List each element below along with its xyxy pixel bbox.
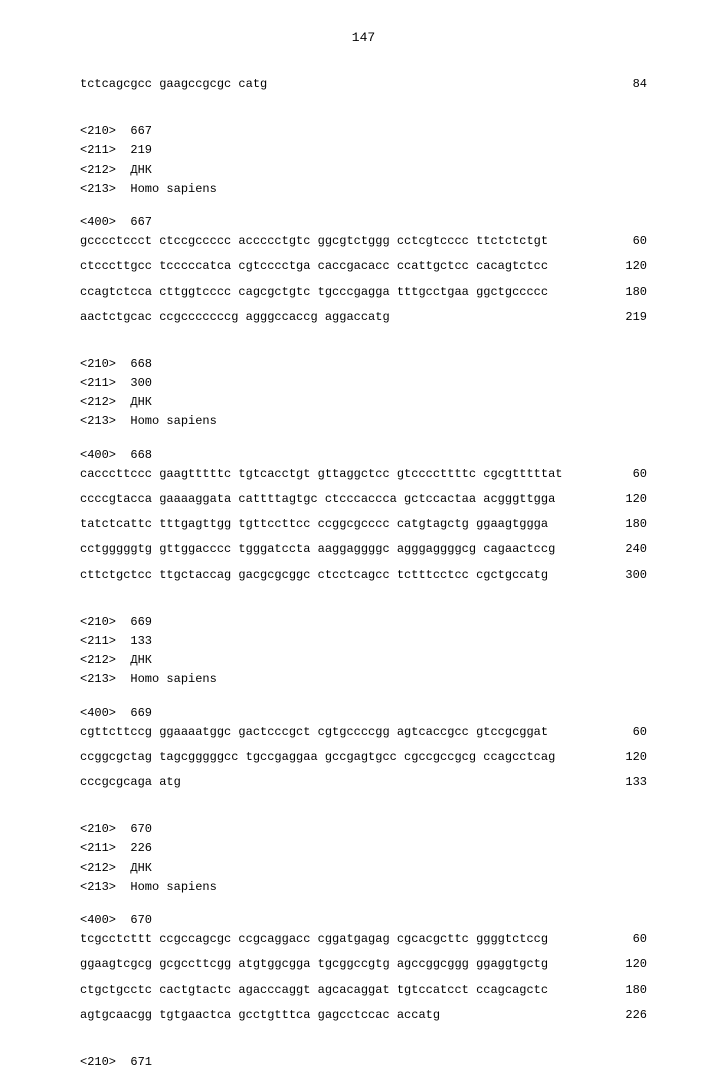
- meta-line: <213> Homo sapiens: [80, 670, 647, 689]
- sequence-line: tatctcattc tttgagttgg tgttccttcc ccggcgc…: [80, 515, 647, 534]
- sequence-line: agtgcaacgg tgtgaactca gcctgtttca gagcctc…: [80, 1006, 647, 1025]
- sequence-position: 84: [613, 75, 647, 94]
- sequence-position: 180: [605, 981, 647, 1000]
- sequence-text: ccccgtacca gaaaaggata cattttagtgc ctccca…: [80, 490, 555, 509]
- sequence-line: ctcccttgcc tcccccatca cgtcccctga caccgac…: [80, 257, 647, 276]
- sequence-line: cgttcttccg ggaaaatggc gactcccgct cgtgccc…: [80, 723, 647, 742]
- meta-line: <213> Homo sapiens: [80, 412, 647, 431]
- meta-line: <210> 669: [80, 613, 647, 632]
- sequence-position: 300: [605, 566, 647, 585]
- sequence-line: cccgcgcaga atg 133: [80, 773, 647, 792]
- spacer: [80, 327, 647, 355]
- sequence-line: cttctgctcc ttgctaccag gacgcgcggc ctcctca…: [80, 566, 647, 585]
- meta-line: <213> Homo sapiens: [80, 878, 647, 897]
- meta-line: <400> 669: [80, 704, 647, 723]
- sequence-position: 120: [605, 490, 647, 509]
- spacer: [80, 199, 647, 213]
- sequence-text: tcgcctcttt ccgccagcgc ccgcaggacc cggatga…: [80, 930, 548, 949]
- sequence-position: 60: [613, 465, 647, 484]
- meta-line: <211> 133: [80, 632, 647, 651]
- meta-line: <210> 671: [80, 1053, 647, 1072]
- meta-line: <211> 226: [80, 839, 647, 858]
- sequence-text: tctcagcgcc gaagccgcgc catg: [80, 75, 267, 94]
- sequence-line: gcccctccct ctccgccccc accccctgtc ggcgtct…: [80, 232, 647, 251]
- sequence-line: ccagtctcca cttggtcccc cagcgctgtc tgcccga…: [80, 283, 647, 302]
- sequence-line: cacccttccc gaagtttttc tgtcacctgt gttaggc…: [80, 465, 647, 484]
- spacer: [80, 94, 647, 122]
- meta-line: <212> ДНК: [80, 161, 647, 180]
- sequence-position: 120: [605, 955, 647, 974]
- sequence-text: cgttcttccg ggaaaatggc gactcccgct cgtgccc…: [80, 723, 548, 742]
- sequence-text: cccgcgcaga atg: [80, 773, 181, 792]
- meta-line: <400> 668: [80, 446, 647, 465]
- sequence-position: 120: [605, 257, 647, 276]
- sequence-text: ctcccttgcc tcccccatca cgtcccctga caccgac…: [80, 257, 548, 276]
- meta-line: <212> ДНК: [80, 393, 647, 412]
- meta-line: <210> 670: [80, 820, 647, 839]
- sequence-line: ggaagtcgcg gcgccttcgg atgtggcgga tgcggcc…: [80, 955, 647, 974]
- spacer: [80, 897, 647, 911]
- sequence-text: ctgctgcctc cactgtactc agacccaggt agcacag…: [80, 981, 548, 1000]
- meta-line: <400> 670: [80, 911, 647, 930]
- spacer: [80, 432, 647, 446]
- meta-line: <210> 667: [80, 122, 647, 141]
- sequence-text: gcccctccct ctccgccccc accccctgtc ggcgtct…: [80, 232, 548, 251]
- sequence-text: agtgcaacgg tgtgaactca gcctgtttca gagcctc…: [80, 1006, 440, 1025]
- sequence-line: tctcagcgcc gaagccgcgc catg 84: [80, 75, 647, 94]
- meta-line: <400> 667: [80, 213, 647, 232]
- meta-line: <212> ДНК: [80, 859, 647, 878]
- sequence-text: ccagtctcca cttggtcccc cagcgctgtc tgcccga…: [80, 283, 548, 302]
- sequence-position: 60: [613, 232, 647, 251]
- sequence-position: 180: [605, 515, 647, 534]
- sequence-line: ccggcgctag tagcgggggcc tgccgaggaa gccgag…: [80, 748, 647, 767]
- sequence-line: ctgctgcctc cactgtactc agacccaggt agcacag…: [80, 981, 647, 1000]
- sequence-text: cacccttccc gaagtttttc tgtcacctgt gttaggc…: [80, 465, 562, 484]
- spacer: [80, 585, 647, 613]
- meta-line: <210> 668: [80, 355, 647, 374]
- sequence-position: 240: [605, 540, 647, 559]
- sequence-position: 133: [605, 773, 647, 792]
- sequence-position: 219: [605, 308, 647, 327]
- meta-line: <211> 300: [80, 374, 647, 393]
- sequence-text: aactctgcac ccgcccccccg agggccaccg aggacc…: [80, 308, 390, 327]
- spacer: [80, 792, 647, 820]
- sequence-text: cttctgctcc ttgctaccag gacgcgcggc ctcctca…: [80, 566, 548, 585]
- page: 147 tctcagcgcc gaagccgcgc catg 84 <210> 66…: [0, 0, 707, 1000]
- meta-line: <211> 219: [80, 141, 647, 160]
- sequence-text: tatctcattc tttgagttgg tgttccttcc ccggcgc…: [80, 515, 548, 534]
- spacer: [80, 1025, 647, 1053]
- sequence-position: 60: [613, 723, 647, 742]
- sequence-text: ggaagtcgcg gcgccttcgg atgtggcgga tgcggcc…: [80, 955, 548, 974]
- sequence-position: 60: [613, 930, 647, 949]
- sequence-text: ccggcgctag tagcgggggcc tgccgaggaa gccgag…: [80, 748, 555, 767]
- sequence-position: 120: [605, 748, 647, 767]
- meta-line: <213> Homo sapiens: [80, 180, 647, 199]
- sequence-line: tcgcctcttt ccgccagcgc ccgcaggacc cggatga…: [80, 930, 647, 949]
- sequence-position: 180: [605, 283, 647, 302]
- spacer: [80, 690, 647, 704]
- content-area: tctcagcgcc gaagccgcgc catg84<210> 667<21…: [80, 75, 647, 1072]
- sequence-line: cctgggggtg gttggacccc tgggatccta aaggagg…: [80, 540, 647, 559]
- sequence-line: ccccgtacca gaaaaggata cattttagtgc ctccca…: [80, 490, 647, 509]
- sequence-position: 226: [605, 1006, 647, 1025]
- sequence-line: aactctgcac ccgcccccccg agggccaccg aggacc…: [80, 308, 647, 327]
- meta-line: <212> ДНК: [80, 651, 647, 670]
- sequence-text: cctgggggtg gttggacccc tgggatccta aaggagg…: [80, 540, 555, 559]
- page-number: 147: [80, 30, 647, 45]
